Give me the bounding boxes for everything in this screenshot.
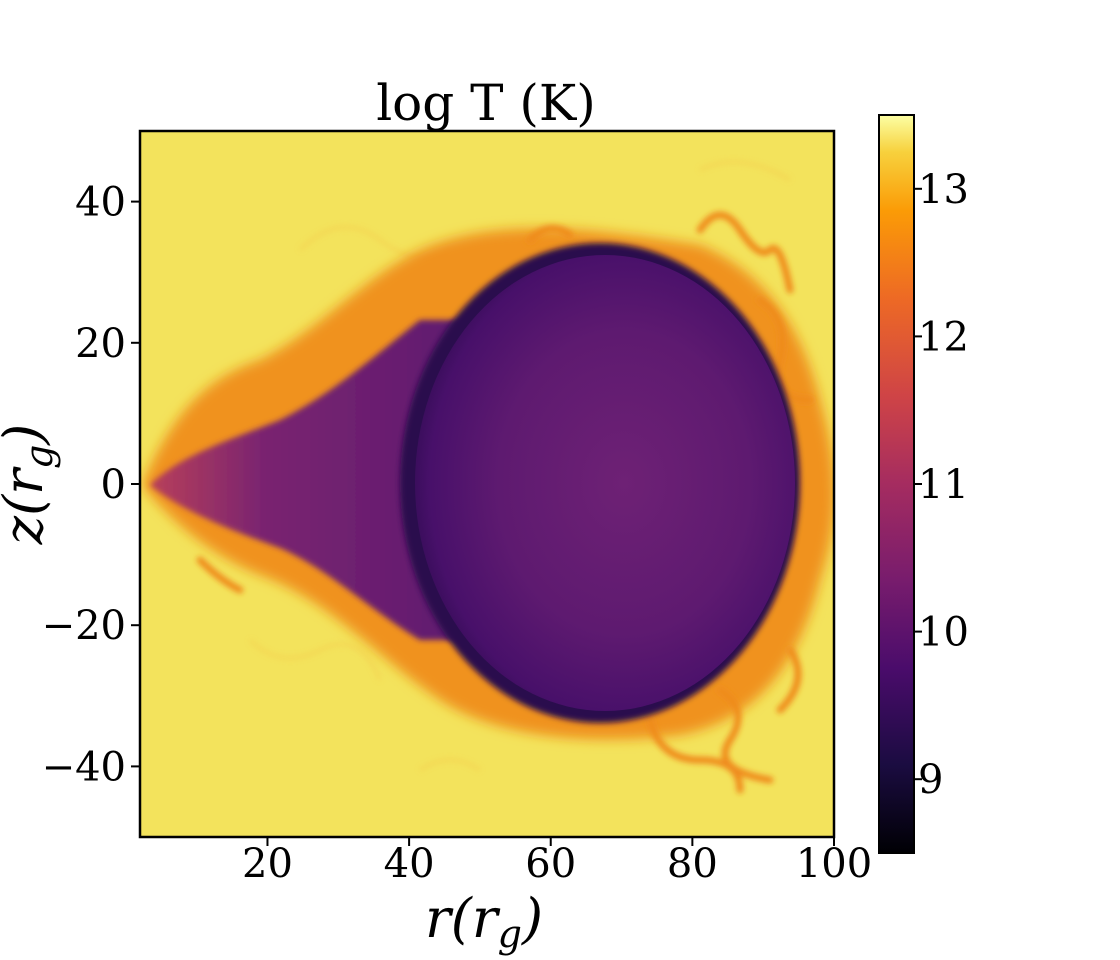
- colorbar-tick-label: 10: [918, 610, 969, 656]
- x-tick-label: 80: [667, 841, 718, 887]
- x-axis: 20 40 60 80 100: [242, 837, 872, 887]
- y-axis: −40 −20 0 20 40: [42, 180, 140, 790]
- turbulent-filaments: [196, 211, 814, 794]
- cold-bubble: [415, 255, 795, 711]
- colorbar-axis: 9 10 11 12 13: [914, 167, 969, 803]
- colorbar-tick-label: 13: [918, 167, 969, 213]
- y-tick-label: −40: [42, 744, 126, 790]
- y-tick-label: 40: [75, 180, 126, 226]
- x-tick-label: 20: [242, 841, 293, 887]
- colorbar: [878, 114, 915, 854]
- y-axis-label: z(rg): [0, 424, 61, 546]
- cold-tail: [150, 320, 470, 640]
- x-axis-label: r(rg): [425, 887, 543, 956]
- y-tick-label: 20: [75, 321, 126, 367]
- colorbar-tick-label: 12: [918, 314, 969, 360]
- x-tick-label: 40: [384, 841, 435, 887]
- colorbar-tick-label: 11: [918, 462, 969, 508]
- x-tick-label: 100: [796, 841, 872, 887]
- y-tick-label: −20: [42, 603, 126, 649]
- heatmap-area: [140, 131, 834, 837]
- chart-title: log T (K): [376, 74, 596, 132]
- x-tick-label: 60: [525, 841, 576, 887]
- colorbar-tick-label: 9: [918, 757, 943, 803]
- y-tick-label: 0: [101, 462, 126, 508]
